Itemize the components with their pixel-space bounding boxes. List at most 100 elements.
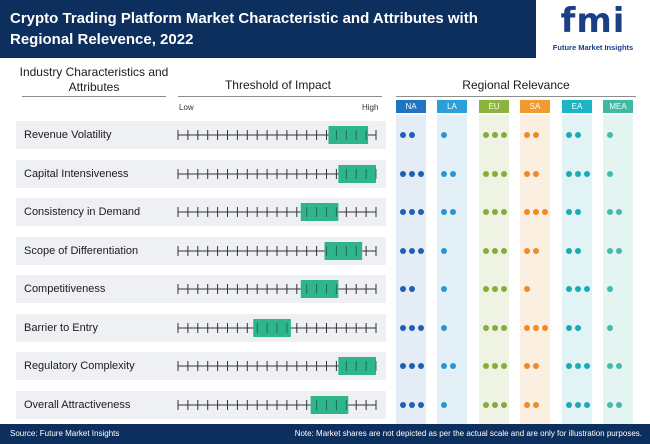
relevance-dot-mea (607, 248, 613, 254)
relevance-dot-eu (483, 363, 489, 369)
relevance-dot-ea (575, 325, 581, 331)
relevance-dot-ea (566, 132, 572, 138)
relevance-dot-mea (616, 209, 622, 215)
logo-mark: fmi (560, 1, 626, 41)
relevance-dot-sa (533, 363, 539, 369)
relevance-dot-ea (566, 363, 572, 369)
relevance-dot-sa (524, 209, 530, 215)
relevance-dot-mea (607, 402, 613, 408)
region-column-na (396, 115, 426, 424)
relevance-dot-na (418, 209, 424, 215)
relevance-dot-sa (524, 363, 530, 369)
relevance-dot-eu (501, 171, 507, 177)
relevance-dot-eu (492, 209, 498, 215)
relevance-dot-eu (501, 363, 507, 369)
impact-marker (338, 357, 376, 375)
region-header-mea: MEA (603, 100, 633, 113)
relevance-dot-eu (492, 248, 498, 254)
relevance-dot-sa (542, 325, 548, 331)
relevance-dot-sa (524, 402, 530, 408)
region-header-eu: EU (479, 100, 509, 113)
relevance-dot-ea (566, 325, 572, 331)
relevance-dot-eu (483, 325, 489, 331)
relevance-dot-na (409, 248, 415, 254)
relevance-dot-ea (584, 171, 590, 177)
relevance-dot-na (409, 325, 415, 331)
relevance-dot-na (400, 363, 406, 369)
relevance-dot-mea (607, 286, 613, 292)
relevance-dot-eu (492, 363, 498, 369)
relevance-dot-la (450, 363, 456, 369)
relevance-dot-na (400, 325, 406, 331)
relevance-dot-na (400, 248, 406, 254)
relevance-dot-eu (492, 325, 498, 331)
relevance-dot-la (441, 402, 447, 408)
relevance-dot-sa (524, 171, 530, 177)
relevance-dot-na (409, 209, 415, 215)
relevance-dot-na (409, 171, 415, 177)
relevance-dot-sa (533, 325, 539, 331)
region-header-sa: SA (520, 100, 550, 113)
relevance-dot-na (418, 248, 424, 254)
relevance-dot-eu (501, 132, 507, 138)
region-column-mea (603, 115, 633, 424)
relevance-dot-na (418, 171, 424, 177)
chart-title: Crypto Trading Platform Market Character… (10, 10, 478, 48)
industry-column-heading: Industry Characteristics and Attributes (19, 65, 169, 94)
relevance-dot-sa (533, 248, 539, 254)
relevance-dot-ea (575, 286, 581, 292)
relevance-dot-mea (607, 171, 613, 177)
attribute-label: Consistency in Demand (24, 206, 141, 218)
relevance-dot-na (409, 402, 415, 408)
region-column-sa (520, 115, 550, 424)
threshold-heading-underline (178, 96, 382, 97)
relevance-dot-mea (607, 325, 613, 331)
relevance-dot-la (441, 325, 447, 331)
relevance-dot-na (409, 132, 415, 138)
relevance-dot-sa (524, 248, 530, 254)
relevance-dot-ea (584, 286, 590, 292)
relevance-dot-eu (483, 132, 489, 138)
impact-marker (300, 203, 339, 221)
relevance-dot-mea (616, 248, 622, 254)
relevance-dot-ea (575, 132, 581, 138)
relevance-dot-ea (566, 248, 572, 254)
relevance-dot-ea (584, 402, 590, 408)
region-header-ea: EA (562, 100, 592, 113)
header-banner: Crypto Trading Platform Market Character… (0, 0, 650, 58)
relevance-dot-eu (483, 402, 489, 408)
relevance-dot-mea (616, 402, 622, 408)
relevance-dot-eu (492, 171, 498, 177)
regional-heading-underline (396, 96, 636, 97)
attribute-label: Regulatory Complexity (24, 360, 135, 372)
relevance-dot-na (400, 171, 406, 177)
relevance-dot-ea (575, 248, 581, 254)
relevance-dot-eu (483, 286, 489, 292)
attribute-label: Overall Attractiveness (24, 399, 131, 411)
source-text: Source: Future Market Insights (10, 429, 120, 438)
threshold-column-heading: Threshold of Impact (224, 78, 332, 92)
relevance-dot-la (450, 209, 456, 215)
relevance-dot-sa (524, 132, 530, 138)
relevance-dot-na (409, 286, 415, 292)
footer: Source: Future Market Insights Note: Mar… (0, 424, 650, 444)
relevance-dot-la (441, 132, 447, 138)
relevance-dot-ea (575, 363, 581, 369)
relevance-dot-ea (575, 171, 581, 177)
scale-high-label: High (362, 103, 379, 112)
region-column-ea (562, 115, 592, 424)
relevance-dot-eu (492, 132, 498, 138)
region-header-la: LA (437, 100, 467, 113)
relevance-dot-mea (607, 363, 613, 369)
relevance-dot-ea (584, 363, 590, 369)
relevance-dot-eu (483, 248, 489, 254)
region-column-eu (479, 115, 509, 424)
relevance-dot-ea (566, 209, 572, 215)
relevance-dot-sa (533, 132, 539, 138)
relevance-dot-sa (542, 209, 548, 215)
relevance-dot-eu (483, 171, 489, 177)
relevance-dot-la (450, 171, 456, 177)
relevance-dot-mea (607, 132, 613, 138)
region-header-na: NA (396, 100, 426, 113)
